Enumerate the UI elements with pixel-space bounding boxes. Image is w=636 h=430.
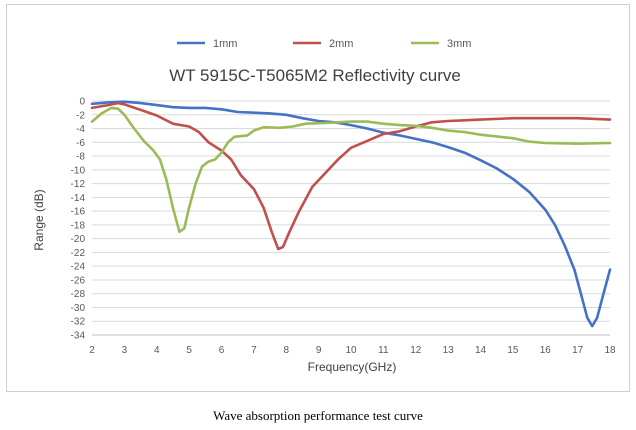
y-tick-label: -24	[71, 262, 86, 273]
x-tick-label: 12	[410, 345, 422, 356]
y-tick-label: -16	[71, 207, 86, 218]
x-tick-label: 17	[572, 345, 584, 356]
y-tick-label: -14	[71, 193, 86, 204]
y-tick-label: -6	[76, 138, 85, 149]
y-tick-label: -28	[71, 289, 86, 300]
x-tick-label: 2	[89, 345, 95, 356]
reflectivity-chart: 1mm 2mm 3mm WT 5915C-T5065M2 Reflectivity …	[32, 38, 616, 374]
y-tick-label: -10	[71, 165, 86, 176]
x-tick-label: 18	[604, 345, 616, 356]
y-tick-label: -4	[76, 124, 85, 135]
y-tick-label: -32	[71, 317, 86, 328]
x-tick-label: 14	[475, 345, 487, 356]
y-tick-label: -20	[71, 234, 86, 245]
legend-label-1mm: 1mm	[213, 38, 237, 50]
x-axis-ticks: 2 3 4 5 6 7 8 9 10 11 12 13 14 15 16 17 18	[89, 334, 616, 356]
chart-frame: 1mm 2mm 3mm WT 5915C-T5065M2 Reflectivity …	[6, 4, 630, 392]
x-tick-label: 13	[443, 345, 455, 356]
y-axis-label: Range (dB)	[32, 189, 46, 250]
legend: 1mm 2mm 3mm	[177, 38, 471, 50]
gridlines	[92, 100, 610, 336]
x-tick-label: 3	[122, 345, 128, 356]
x-tick-label: 11	[378, 345, 389, 356]
figure-caption: Wave absorption performance test curve	[213, 408, 423, 423]
y-tick-label: -26	[71, 275, 86, 286]
legend-label-2mm: 2mm	[329, 38, 353, 50]
x-tick-label: 4	[154, 345, 160, 356]
x-tick-label: 10	[345, 345, 357, 356]
x-tick-label: 9	[316, 345, 322, 356]
x-tick-label: 15	[507, 345, 519, 356]
chart-title: WT 5915C-T5065M2 Reflectivity curve	[169, 66, 461, 85]
y-axis-ticks: 0 -2 -4 -6 -8 -10 -12 -14 -16 -18 -20 -22 -24 -26 -28 -…	[71, 97, 86, 342]
x-axis-label: Frequency(GHz)	[308, 360, 397, 374]
y-tick-label: -12	[71, 179, 86, 190]
x-tick-label: 5	[186, 345, 192, 356]
y-tick-label: -22	[71, 248, 86, 259]
y-tick-label: 0	[79, 97, 85, 108]
series-line-1mm	[90, 100, 612, 328]
legend-label-3mm: 3mm	[447, 38, 471, 50]
y-tick-label: -30	[71, 303, 86, 314]
y-tick-label: -18	[71, 220, 86, 231]
x-tick-label: 6	[219, 345, 225, 356]
series-lines	[90, 100, 612, 328]
y-tick-label: -34	[71, 331, 86, 342]
x-tick-label: 7	[251, 345, 257, 356]
y-tick-label: -2	[76, 110, 85, 121]
series-line-2mm	[90, 101, 612, 251]
y-tick-label: -8	[76, 152, 85, 163]
x-tick-label: 16	[540, 345, 552, 356]
series-line-3mm	[90, 106, 612, 234]
x-tick-label: 8	[283, 345, 289, 356]
